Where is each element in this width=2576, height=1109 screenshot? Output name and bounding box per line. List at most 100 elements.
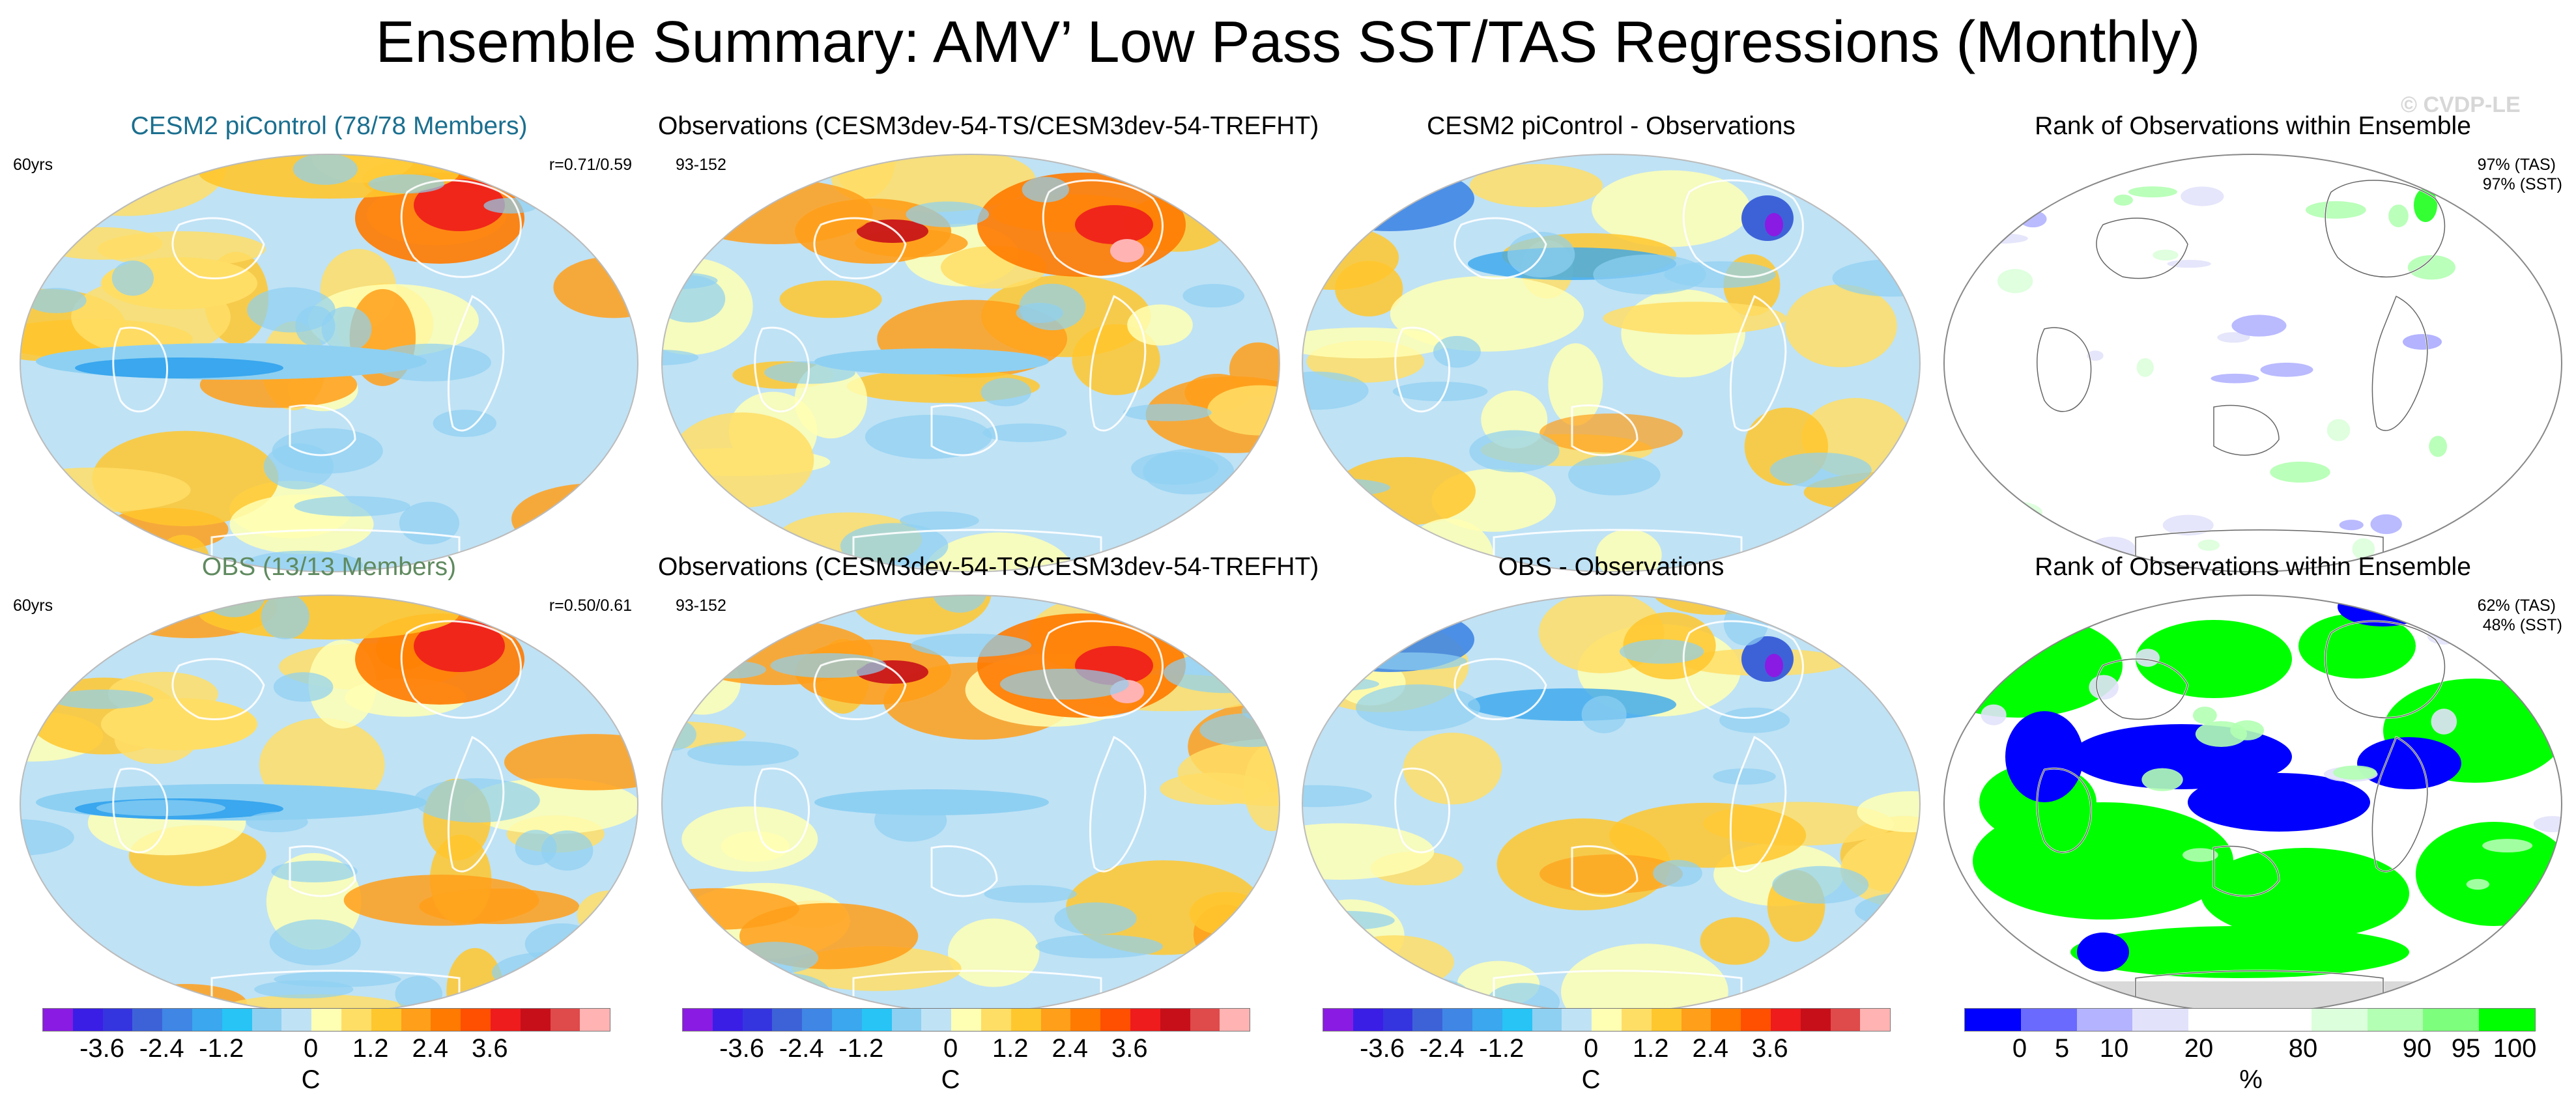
colorbar-swatch bbox=[1621, 1009, 1652, 1031]
colorbar-tick-label: -1.2 bbox=[838, 1034, 884, 1063]
colorbar-swatch bbox=[951, 1009, 981, 1031]
colorbar-swatch bbox=[1220, 1009, 1250, 1031]
colorbar-swatch bbox=[1770, 1009, 1801, 1031]
colorbar-swatch bbox=[1532, 1009, 1562, 1031]
colorbar-swatch bbox=[490, 1009, 521, 1031]
colorbar-swatch bbox=[1651, 1009, 1682, 1031]
colorbar-tick-label: 1.2 bbox=[992, 1034, 1029, 1063]
panel-right-note: 62% (TAS) bbox=[2477, 597, 2556, 615]
colorbar bbox=[1323, 1008, 1891, 1032]
regression-map bbox=[20, 154, 638, 572]
colorbar-tick-label: 2.4 bbox=[412, 1034, 449, 1063]
colorbar-swatch bbox=[1442, 1009, 1472, 1031]
colorbar-swatch bbox=[861, 1009, 892, 1031]
colorbar-tick-label: -2.4 bbox=[1419, 1034, 1465, 1063]
colorbar-swatch bbox=[431, 1009, 461, 1031]
colorbar-swatch bbox=[2188, 1009, 2250, 1031]
colorbar-tick-label: 0 bbox=[303, 1034, 319, 1063]
panel-right-note: r=0.50/0.61 bbox=[549, 597, 632, 615]
colorbar-swatch bbox=[2479, 1009, 2535, 1031]
colorbar-tick-label: 2.4 bbox=[1052, 1034, 1089, 1063]
panel-title: CESM2 piControl - Observations bbox=[1427, 112, 1796, 140]
colorbar-tick-label: -3.6 bbox=[79, 1034, 125, 1063]
colorbar-swatch bbox=[281, 1009, 312, 1031]
colorbar-swatch bbox=[683, 1009, 713, 1031]
colorbar-swatch bbox=[2250, 1009, 2311, 1031]
colorbar-swatch bbox=[891, 1009, 922, 1031]
regression-map bbox=[1302, 595, 1921, 1013]
colorbar-tick-label: -2.4 bbox=[779, 1034, 824, 1063]
colorbar-swatch bbox=[1160, 1009, 1190, 1031]
colorbar-tick-label: -3.6 bbox=[719, 1034, 765, 1063]
colorbar-unit: C bbox=[301, 1065, 321, 1094]
regression-map bbox=[1302, 154, 1921, 572]
colorbar-swatch bbox=[520, 1009, 551, 1031]
colorbar-swatch bbox=[1010, 1009, 1041, 1031]
colorbar-swatch bbox=[72, 1009, 103, 1031]
panel-title: OBS - Observations bbox=[1498, 553, 1724, 581]
colorbar-swatch bbox=[222, 1009, 252, 1031]
colorbar-swatch bbox=[1681, 1009, 1711, 1031]
colorbar-tick-label: 95 bbox=[2451, 1034, 2481, 1063]
colorbar-tick-label: 1.2 bbox=[352, 1034, 389, 1063]
colorbar-swatch bbox=[980, 1009, 1011, 1031]
colorbar-swatch bbox=[162, 1009, 192, 1031]
colorbar-swatch bbox=[251, 1009, 282, 1031]
colorbar-swatch bbox=[1472, 1009, 1502, 1031]
regression-map bbox=[661, 154, 1280, 572]
colorbar-swatch bbox=[371, 1009, 401, 1031]
colorbar-swatch bbox=[2076, 1009, 2133, 1031]
colorbar bbox=[682, 1008, 1250, 1032]
watermark: © CVDP-LE bbox=[2401, 92, 2521, 117]
colorbar-swatch bbox=[132, 1009, 163, 1031]
panel-title: Rank of Observations within Ensemble bbox=[2035, 553, 2471, 581]
colorbar-unit: C bbox=[941, 1065, 960, 1094]
colorbar-swatch bbox=[772, 1009, 803, 1031]
colorbar-swatch bbox=[2367, 1009, 2424, 1031]
colorbar-swatch bbox=[1502, 1009, 1532, 1031]
panel-right-note-2: 48% (SST) bbox=[2482, 616, 2562, 634]
colorbar-swatch bbox=[1382, 1009, 1413, 1031]
colorbar-swatch bbox=[1070, 1009, 1101, 1031]
colorbar-unit: C bbox=[1581, 1065, 1601, 1094]
colorbar-swatch bbox=[1412, 1009, 1443, 1031]
colorbar-tick-label: 3.6 bbox=[1752, 1034, 1788, 1063]
panel-title: OBS (13/13 Members) bbox=[201, 553, 457, 581]
colorbar-swatch bbox=[712, 1009, 743, 1031]
page-title: Ensemble Summary: AMV’ Low Pass SST/TAS … bbox=[375, 10, 2201, 75]
colorbar-tick-label: -1.2 bbox=[199, 1034, 244, 1063]
panel-right-note: 97% (TAS) bbox=[2477, 156, 2556, 174]
colorbar-tick-label: 90 bbox=[2402, 1034, 2432, 1063]
panel-title: CESM2 piControl (78/78 Members) bbox=[130, 112, 528, 140]
regression-map bbox=[661, 595, 1280, 1013]
colorbar-swatch bbox=[102, 1009, 133, 1031]
colorbar-swatch bbox=[1130, 1009, 1160, 1031]
colorbar-tick-label: 3.6 bbox=[1111, 1034, 1148, 1063]
colorbar-swatch bbox=[401, 1009, 431, 1031]
colorbar-tick-label: -3.6 bbox=[1360, 1034, 1405, 1063]
colorbar-swatch bbox=[550, 1009, 580, 1031]
colorbar-tick-label: -2.4 bbox=[139, 1034, 184, 1063]
panel-left-note: 93-152 bbox=[676, 156, 726, 174]
colorbar-swatch bbox=[1040, 1009, 1071, 1031]
colorbar-swatch bbox=[1100, 1009, 1130, 1031]
panel-left-note: 60yrs bbox=[13, 156, 53, 174]
panel-left-note: 60yrs bbox=[13, 597, 53, 615]
colorbar-unit: % bbox=[2239, 1065, 2263, 1094]
colorbar-tick-label: 0 bbox=[2012, 1034, 2027, 1063]
colorbar-swatch bbox=[2311, 1009, 2368, 1031]
colorbar-swatch bbox=[1800, 1009, 1831, 1031]
colorbar-swatch bbox=[831, 1009, 862, 1031]
panel-title: Observations (CESM3dev-54-TS/CESM3dev-54… bbox=[658, 553, 1319, 581]
colorbar-swatch bbox=[1830, 1009, 1861, 1031]
colorbar-tick-label: 3.6 bbox=[472, 1034, 508, 1063]
colorbar bbox=[1964, 1008, 2536, 1032]
colorbar-tick-label: 100 bbox=[2493, 1034, 2537, 1063]
colorbar-swatch bbox=[2020, 1009, 2077, 1031]
colorbar-swatch bbox=[1711, 1009, 1741, 1031]
colorbar-swatch bbox=[2132, 1009, 2189, 1031]
colorbar-swatch bbox=[1352, 1009, 1383, 1031]
colorbar-tick-label: 0 bbox=[943, 1034, 958, 1063]
panel-title: Rank of Observations within Ensemble bbox=[2035, 112, 2471, 140]
colorbar-swatch bbox=[1741, 1009, 1771, 1031]
